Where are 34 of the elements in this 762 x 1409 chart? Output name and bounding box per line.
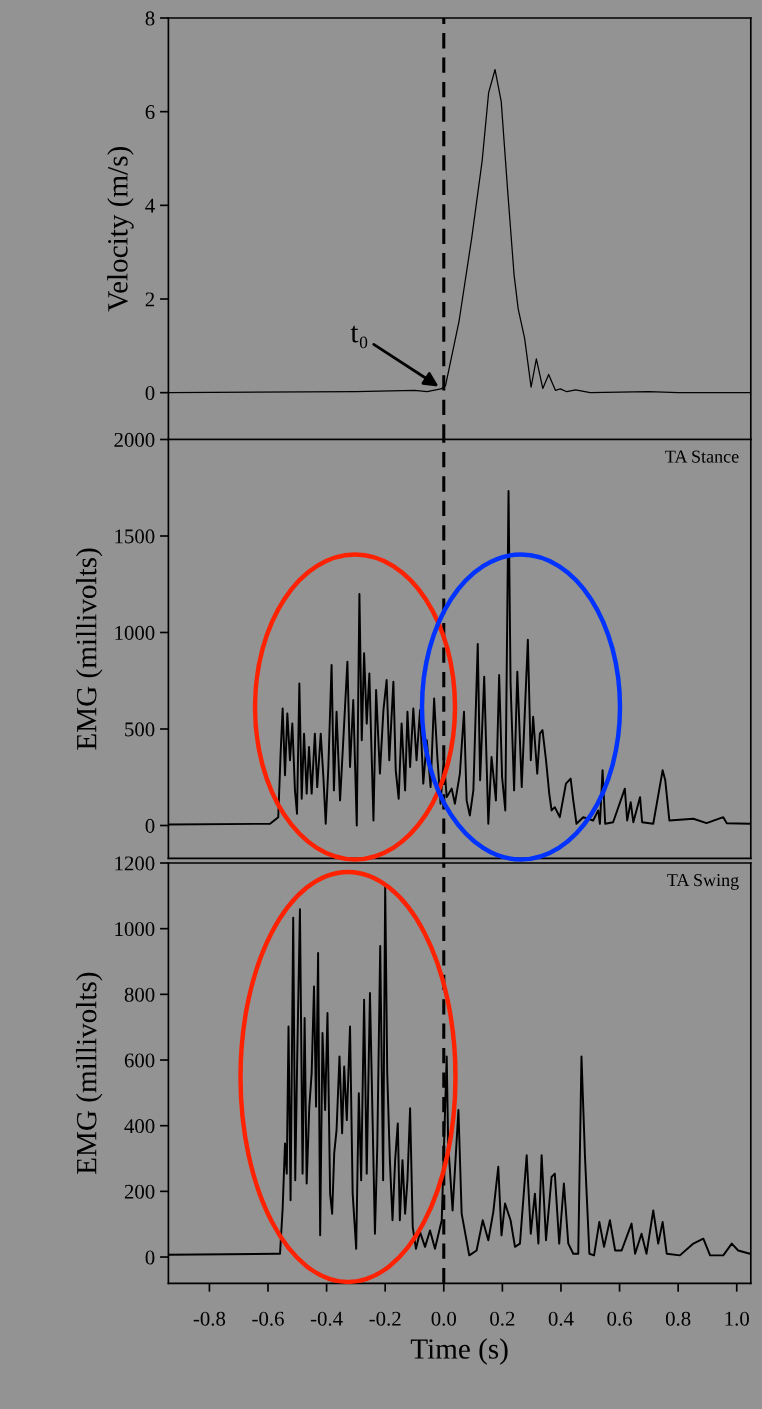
y-tick-label: 6 — [145, 105, 155, 120]
x-tick-label: -0.4 — [310, 1311, 343, 1326]
x-tick-label: 1.0 — [725, 1311, 749, 1326]
x-tick-label: 0.8 — [665, 1311, 691, 1326]
y-tick-label: 0 — [145, 818, 155, 833]
annotation: t₀ — [350, 325, 368, 349]
y-tick-label: 1000 — [115, 625, 155, 640]
x-tick-label: -0.8 — [193, 1311, 226, 1326]
y-tick-label: 600 — [124, 1053, 155, 1068]
y-tick-label: 8 — [145, 11, 155, 26]
y-tick-label: 0 — [145, 386, 155, 401]
x-tick-label: 0.4 — [548, 1311, 574, 1326]
y-tick-label: 1500 — [115, 529, 155, 544]
y-tick-label: 500 — [125, 722, 155, 737]
annotation: TA Swing — [667, 874, 739, 890]
y-tick-label: 0 — [145, 1250, 155, 1265]
x-tick-label: 0.6 — [607, 1311, 632, 1326]
y-tick-label: 1000 — [115, 922, 155, 937]
y-tick-label: 200 — [124, 1184, 155, 1199]
annotation: TA Stance — [665, 450, 739, 463]
y-tick-label: 4 — [145, 198, 155, 213]
y-axis-title: EMG (millivolts) — [75, 548, 103, 750]
x-tick-label: 0.0 — [431, 1311, 457, 1326]
y-tick-label: 2000 — [114, 432, 155, 447]
x-axis-title: Time (s) — [410, 1338, 508, 1365]
x-tick-label: 0.2 — [490, 1311, 515, 1326]
x-tick-label: -0.2 — [369, 1311, 401, 1326]
y-tick-label: 1200 — [115, 856, 155, 871]
y-tick-label: 400 — [124, 1119, 155, 1134]
y-tick-label: 800 — [124, 987, 155, 1002]
x-tick-label: -0.6 — [252, 1311, 284, 1326]
y-axis-title: Velocity (m/s) — [107, 147, 134, 312]
y-tick-label: 2 — [145, 292, 155, 307]
y-axis-title: EMG (millivolts) — [75, 972, 103, 1174]
